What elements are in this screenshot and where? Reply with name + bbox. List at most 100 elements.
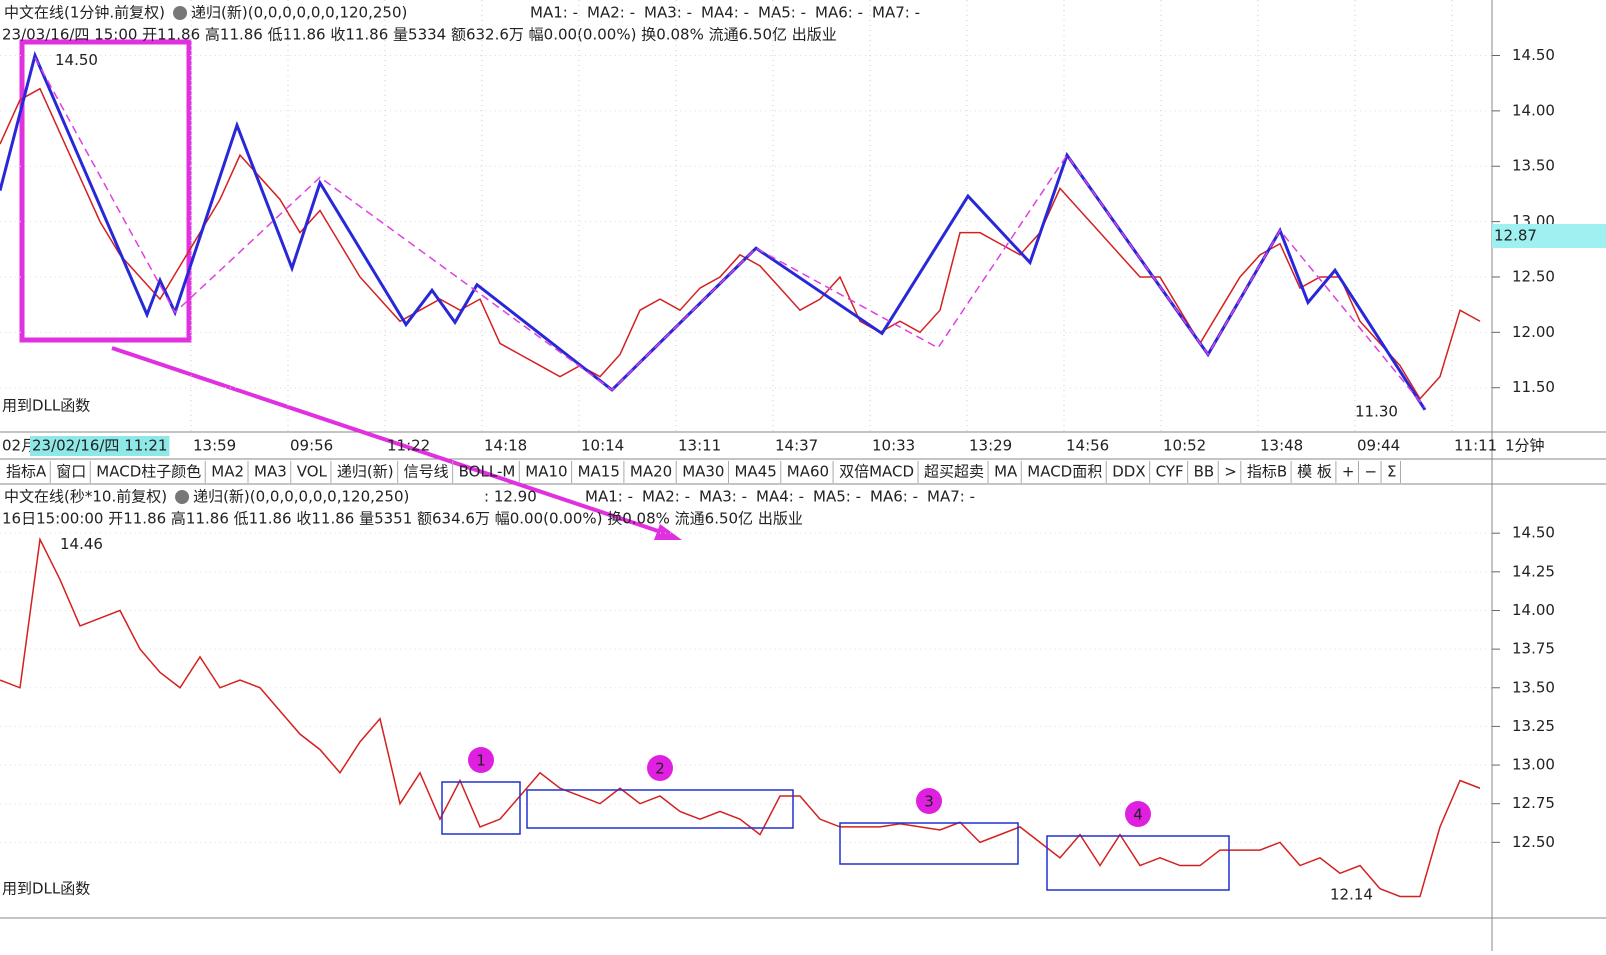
price-line bbox=[0, 87, 1481, 401]
ma-label: MA5: - bbox=[813, 488, 861, 506]
x-tick-label: 13:59 bbox=[193, 437, 236, 455]
toolbar-tab[interactable]: MA2 bbox=[211, 463, 244, 481]
toolbar-tab[interactable]: 双倍MACD bbox=[839, 463, 914, 481]
toolbar-tab[interactable]: 指标A bbox=[6, 463, 47, 481]
toolbar-tab[interactable]: BOLL-M bbox=[459, 463, 516, 481]
x-tick-label: 09:56 bbox=[290, 437, 333, 455]
low-label: 12.14 bbox=[1330, 886, 1373, 904]
y-tick-label: 12.50 bbox=[1512, 833, 1555, 851]
y-tick-label: 12.50 bbox=[1512, 267, 1555, 285]
toolbar-tab[interactable]: 模 板 bbox=[1297, 463, 1332, 481]
toolbar-tab[interactable]: 信号线 bbox=[404, 463, 449, 481]
ma-label: MA7: - bbox=[872, 4, 920, 22]
toolbar-tab[interactable]: + bbox=[1342, 463, 1355, 481]
indicator-params: 递归(新)(0,0,0,0,0,0,120,250) bbox=[191, 4, 407, 22]
toolbar-tab[interactable]: MACD面积 bbox=[1027, 463, 1102, 481]
x-tick-label: 13:48 bbox=[1260, 437, 1303, 455]
x-tick-label: 14:18 bbox=[484, 437, 527, 455]
toolbar-tab[interactable]: > bbox=[1224, 463, 1237, 481]
toolbar-tab[interactable]: MA10 bbox=[525, 463, 567, 481]
icon bbox=[173, 6, 188, 20]
price-label: : 12.90 bbox=[484, 488, 537, 506]
cursor-time-bg bbox=[30, 436, 170, 456]
ma-label: MA1: - bbox=[530, 4, 578, 22]
last-price: 12.87 bbox=[1494, 227, 1537, 245]
ma-label: MA3: - bbox=[644, 4, 692, 22]
high-label: 14.46 bbox=[60, 535, 103, 553]
y-tick-label: 14.00 bbox=[1512, 101, 1555, 119]
ma-label: MA3: - bbox=[699, 488, 747, 506]
toolbar-tab[interactable]: CYF bbox=[1156, 463, 1184, 481]
ma-label: MA2: - bbox=[587, 4, 635, 22]
note: 用到DLL函数 bbox=[2, 397, 90, 415]
low-label: 11.30 bbox=[1355, 403, 1398, 421]
x-tick-label: 10:33 bbox=[872, 437, 915, 455]
x-tick-label: 10:14 bbox=[581, 437, 624, 455]
toolbar-tab[interactable]: DDX bbox=[1112, 463, 1145, 481]
ma-label: MA4: - bbox=[756, 488, 804, 506]
ma-label: MA6: - bbox=[815, 4, 863, 22]
toolbar-tab[interactable]: MA20 bbox=[630, 463, 672, 481]
x-tick-label: 23/02/16/四 11:21 bbox=[32, 437, 167, 455]
box-marker bbox=[647, 755, 673, 781]
toolbar-tab[interactable]: MA30 bbox=[682, 463, 724, 481]
x-tick-label: 10:52 bbox=[1163, 437, 1206, 455]
toolbar-tab[interactable]: MA3 bbox=[254, 463, 287, 481]
toolbar-tab[interactable]: MA45 bbox=[734, 463, 776, 481]
y-tick-label: 11.50 bbox=[1512, 378, 1555, 396]
range-box bbox=[441, 781, 521, 835]
x-tick-label: 13:11 bbox=[678, 437, 721, 455]
y-tick-label: 12.75 bbox=[1512, 794, 1555, 812]
ma-label: MA7: - bbox=[927, 488, 975, 506]
quote-info: 23/03/16/四 15:00 开11.86 高11.86 低11.86 收1… bbox=[2, 26, 837, 44]
quote-info: 16日15:00:00 开11.86 高11.86 低11.86 收11.86 … bbox=[2, 510, 803, 528]
price-line bbox=[0, 536, 1481, 898]
ma-label: MA5: - bbox=[758, 4, 806, 22]
x-tick-label: 14:56 bbox=[1066, 437, 1109, 455]
box-marker bbox=[468, 747, 494, 773]
box-number: 1 bbox=[476, 752, 486, 770]
box-marker bbox=[916, 788, 942, 814]
toolbar-tab[interactable]: 超买超卖 bbox=[924, 463, 984, 481]
toolbar-tab[interactable]: − bbox=[1364, 463, 1377, 481]
toolbar-tab[interactable]: MACD柱子颜色 bbox=[96, 463, 201, 481]
last-price-box bbox=[1492, 224, 1606, 248]
range-box bbox=[526, 789, 794, 829]
note: 用到DLL函数 bbox=[2, 880, 90, 898]
toolbar-tab[interactable]: BB bbox=[1194, 463, 1215, 481]
dashed-zigzag bbox=[34, 57, 1426, 409]
toolbar-tab[interactable]: VOL bbox=[297, 463, 328, 481]
x-tick-label: 11:22 bbox=[387, 437, 430, 455]
y-tick-label: 13.00 bbox=[1512, 756, 1555, 774]
high-label: 14.50 bbox=[55, 51, 98, 69]
indicator-params: 递归(新)(0,0,0,0,0,0,120,250) bbox=[193, 488, 409, 506]
toolbar-tab[interactable]: 递归(新) bbox=[337, 463, 394, 481]
y-tick-label: 12.00 bbox=[1512, 323, 1555, 341]
toolbar-tab[interactable]: MA15 bbox=[578, 463, 620, 481]
y-tick-label: 13.25 bbox=[1512, 717, 1555, 735]
range-box bbox=[1046, 835, 1230, 891]
toolbar-tab[interactable]: 指标B bbox=[1247, 463, 1287, 481]
box-number: 3 bbox=[924, 793, 934, 811]
highlight-box bbox=[19, 39, 192, 343]
ma-label: MA4: - bbox=[701, 4, 749, 22]
range-box bbox=[839, 822, 1019, 865]
ma-label: MA6: - bbox=[870, 488, 918, 506]
ma-label: MA1: - bbox=[585, 488, 633, 506]
chart-title: 中文在线(秒*10.前复权) bbox=[4, 488, 167, 506]
toolbar-tab[interactable]: Σ bbox=[1387, 463, 1396, 481]
y-tick-label: 14.25 bbox=[1512, 562, 1555, 580]
chart-title: 中文在线(1分钟.前复权) bbox=[4, 4, 165, 22]
box-marker bbox=[1125, 801, 1151, 827]
y-tick-label: 13.75 bbox=[1512, 640, 1555, 658]
box-number: 2 bbox=[655, 760, 665, 778]
toolbar-tab[interactable]: MA60 bbox=[787, 463, 829, 481]
arrow-head bbox=[654, 524, 682, 540]
y-tick-label: 14.00 bbox=[1512, 601, 1555, 619]
toolbar-tab[interactable]: 窗口 bbox=[56, 463, 86, 481]
toolbar-tab[interactable]: MA bbox=[994, 463, 1018, 481]
x-tick-label: 11:11 bbox=[1454, 437, 1497, 455]
x-tick-label: 14:37 bbox=[775, 437, 818, 455]
